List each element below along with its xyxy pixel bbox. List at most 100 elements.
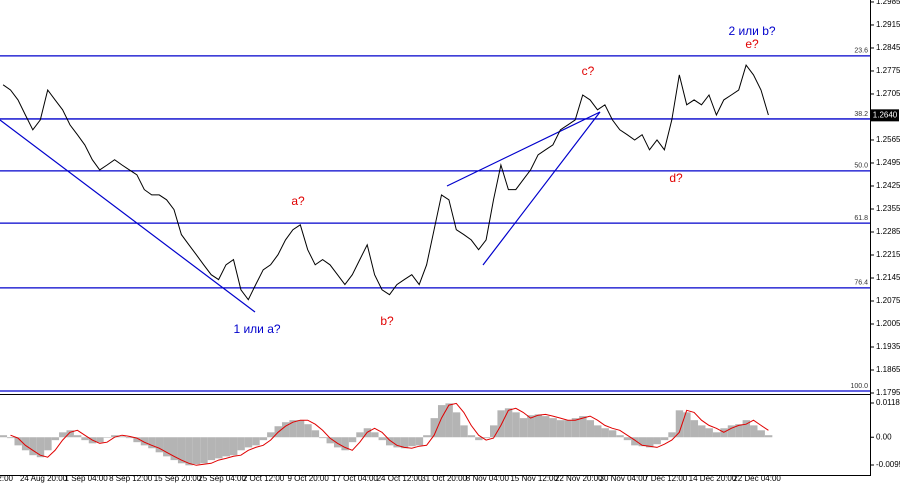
histogram-bar: [185, 437, 193, 466]
x-tick-label: 17 Oct 04:00: [332, 474, 378, 483]
y-tick-label: 1.2005: [876, 319, 900, 328]
histogram-bar: [512, 412, 520, 438]
histogram-bar: [519, 418, 528, 438]
wave-label: b?: [380, 314, 394, 328]
histogram-bar: [296, 420, 305, 438]
y-tick-label: 1.2285: [876, 227, 900, 236]
histogram-bar: [378, 437, 386, 441]
histogram-bar: [623, 437, 632, 441]
histogram-bar: [594, 425, 602, 438]
histogram-bar: [207, 437, 216, 461]
current-price-label: 1.2640: [873, 110, 898, 119]
x-tick-label: 8 Nov 04:00: [466, 474, 510, 483]
histogram-bar: [133, 437, 141, 443]
histogram-bar: [653, 437, 661, 445]
histogram-bar: [281, 422, 290, 438]
wave-lines: [0, 111, 601, 313]
histogram-bar: [125, 437, 134, 439]
histogram-bar: [163, 437, 171, 457]
histogram-bar: [311, 430, 320, 438]
wave-label: 1 или a?: [233, 322, 280, 336]
wave-label: c?: [582, 64, 595, 78]
histogram-bar: [490, 425, 498, 438]
histogram-bar: [103, 437, 112, 438]
histogram-bar: [712, 432, 721, 438]
histogram-bar: [259, 437, 268, 441]
histogram-bar: [400, 437, 409, 449]
histogram-bar: [385, 437, 394, 446]
histogram-bar: [51, 437, 60, 441]
x-tick-label: 22 Nov 20:00: [555, 474, 603, 483]
histogram-bar: [482, 437, 490, 439]
wave-label: 2 или b?: [728, 24, 775, 38]
histogram-bar: [14, 437, 22, 446]
level-label: 23.6: [854, 48, 868, 55]
x-tick-label: 24 Aug 20:00: [20, 474, 68, 483]
histogram-bar: [200, 437, 208, 464]
y-tick-label: 1.2845: [876, 43, 900, 52]
histogram-bar: [683, 412, 691, 438]
histogram-bar: [616, 435, 624, 438]
histogram-bar: [333, 437, 342, 448]
histogram-bar: [527, 415, 535, 438]
histogram-bar: [289, 420, 297, 438]
x-tick-label: 8 Sep 12:00: [109, 474, 153, 483]
histogram-bar: [59, 432, 67, 438]
histogram-bar: [319, 437, 327, 439]
histogram-bar: [371, 432, 379, 438]
histogram-bar: [542, 416, 550, 438]
histogram-bar: [608, 430, 617, 438]
histogram-bar: [326, 437, 334, 444]
y-tick-label: 1.2215: [876, 250, 900, 259]
wave-label: a?: [291, 194, 305, 208]
level-label: 100.0: [850, 383, 868, 390]
histogram-bar: [638, 437, 647, 447]
histogram-bar: [757, 430, 765, 438]
current-price-box: [871, 109, 899, 122]
histogram-bar: [668, 432, 676, 438]
histogram-bar: [534, 414, 543, 438]
histogram-bar: [705, 428, 713, 438]
histogram-bar: [229, 437, 238, 456]
y-tick-label: 1.2705: [876, 89, 900, 98]
histogram-bar: [73, 435, 82, 438]
x-tick-label: 24 Oct 12:00: [377, 474, 423, 483]
histogram-bar: [675, 410, 684, 438]
x-tick-label: 15 Sep 20:00: [154, 474, 202, 483]
histogram-bar: [764, 435, 773, 438]
level-label: 76.4: [854, 280, 868, 287]
histogram-bar: [81, 437, 89, 441]
histogram-bar: [415, 437, 424, 446]
histogram-bar: [504, 408, 513, 438]
histogram-bar: [720, 428, 728, 438]
price-line: [2, 64, 769, 301]
histogram-bar: [445, 403, 453, 438]
histogram-bar: [586, 420, 595, 438]
histogram-bar: [408, 437, 416, 447]
histogram-bar: [44, 437, 52, 451]
x-tick-label: 2:00: [0, 474, 14, 483]
level-label: 61.8: [854, 215, 868, 222]
histogram-bar: [155, 437, 164, 453]
histogram-bar: [21, 437, 30, 451]
histogram-bar: [29, 437, 37, 456]
y-tick-label: 1.2075: [876, 296, 900, 305]
signal-line: [10, 402, 769, 466]
histogram-bar: [393, 437, 401, 448]
y-tick-label: 1.2425: [876, 181, 900, 190]
histogram-bar: [571, 418, 580, 438]
histogram-bar: [742, 420, 751, 438]
histogram-bar: [564, 420, 572, 438]
histogram-bar: [237, 437, 245, 451]
y-tick-label: 1.1795: [876, 388, 900, 397]
histogram-bar: [252, 437, 260, 446]
x-tick-label: 25 Sep 04:00: [198, 474, 246, 483]
level-label: 50.0: [854, 163, 868, 170]
y-tick-label: 0.00: [876, 432, 892, 441]
x-tick-label: 2 Oct 12:00: [243, 474, 285, 483]
histogram-bar: [96, 437, 104, 443]
wave-label: d?: [669, 171, 683, 185]
histogram-bar: [177, 437, 186, 464]
